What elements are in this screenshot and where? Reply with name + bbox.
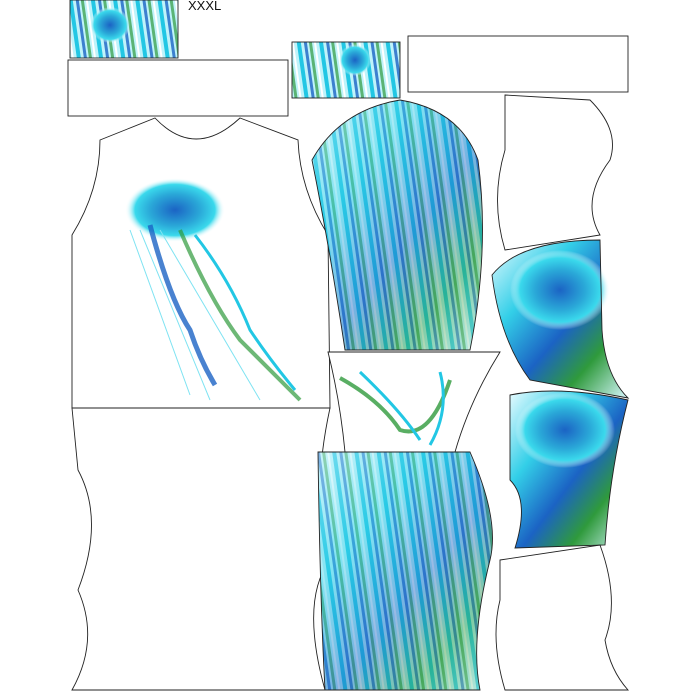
size-label: XXXL: [188, 0, 222, 13]
gusset-piece: [327, 351, 501, 453]
hood-piece-blank-2: [495, 544, 630, 691]
hood-piece-print-2: [509, 390, 629, 549]
sleeve-piece-2: [317, 451, 493, 691]
front-skirt-piece: [71, 407, 331, 691]
blank-band-piece-1: [67, 59, 289, 117]
hood-piece-blank-1: [497, 94, 613, 251]
front-bodice-piece: [71, 117, 331, 409]
hood-piece-print-1: [491, 239, 630, 399]
print-swatch-2: [291, 41, 401, 99]
blank-band-piece-2: [407, 35, 629, 93]
sleeve-piece-1: [311, 99, 483, 351]
print-swatch-1: [69, 0, 179, 59]
